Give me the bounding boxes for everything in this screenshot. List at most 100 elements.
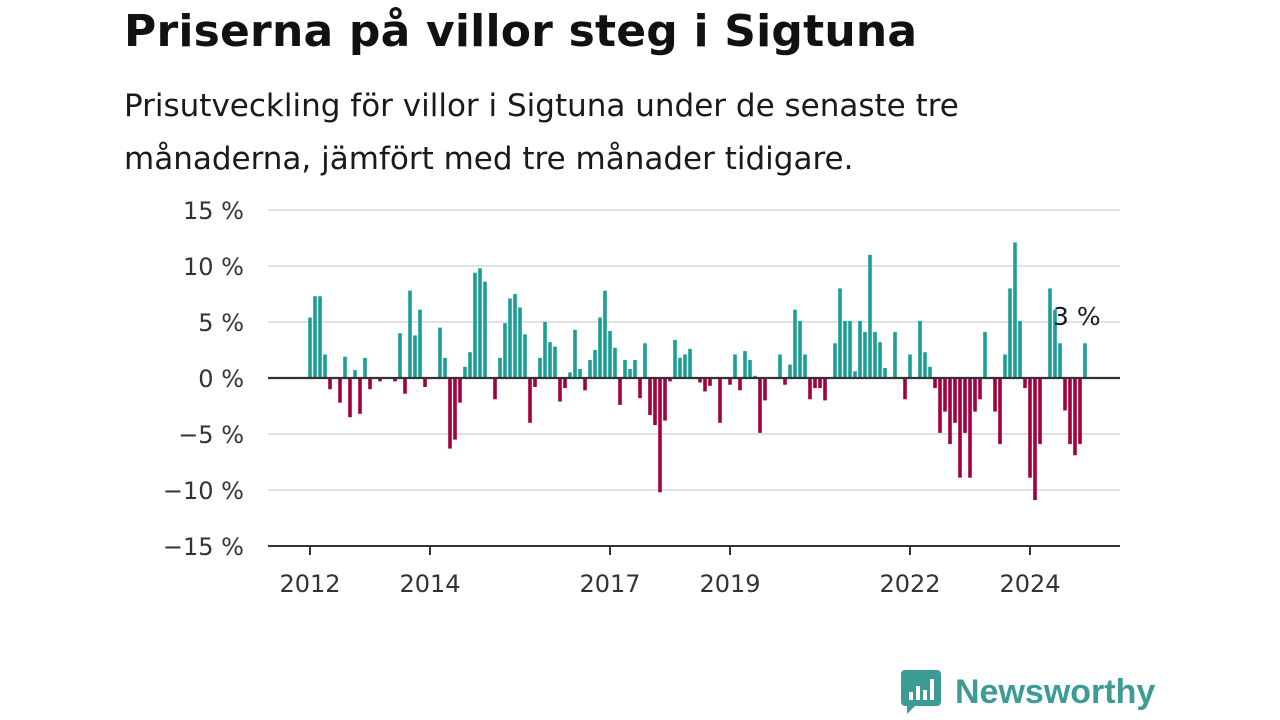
bar bbox=[938, 378, 942, 433]
bar bbox=[778, 354, 782, 378]
bar bbox=[538, 357, 542, 378]
bar bbox=[1003, 354, 1007, 378]
bar bbox=[398, 333, 402, 378]
bar bbox=[653, 378, 657, 426]
bar bbox=[423, 378, 427, 387]
bar bbox=[443, 357, 447, 378]
y-tick-label: 0 % bbox=[198, 365, 244, 393]
bar bbox=[533, 378, 537, 387]
bar bbox=[323, 354, 327, 378]
bar bbox=[903, 378, 907, 400]
bar bbox=[548, 342, 552, 378]
bar bbox=[343, 356, 347, 378]
bar bbox=[413, 335, 417, 378]
bar bbox=[493, 378, 497, 400]
bar bbox=[963, 378, 967, 433]
last-value-label: 3 % bbox=[1053, 302, 1101, 331]
bar bbox=[918, 320, 922, 378]
bar bbox=[568, 372, 572, 378]
bar bbox=[973, 378, 977, 412]
bar bbox=[1033, 378, 1037, 501]
bar bbox=[703, 378, 707, 392]
bar bbox=[418, 309, 422, 378]
chart-title: Priserna på villor steg i Sigtuna bbox=[124, 6, 918, 57]
bar bbox=[953, 378, 957, 423]
bar bbox=[583, 378, 587, 391]
bar bbox=[868, 254, 872, 378]
bar bbox=[958, 378, 962, 478]
bar bbox=[1023, 378, 1027, 389]
bar bbox=[923, 352, 927, 378]
newsworthy-icon bbox=[901, 670, 941, 714]
bar bbox=[863, 332, 867, 378]
bar bbox=[803, 354, 807, 378]
bar bbox=[478, 268, 482, 378]
bar bbox=[893, 332, 897, 378]
bar bbox=[1068, 378, 1072, 445]
bar bbox=[338, 378, 342, 403]
bar bbox=[1013, 242, 1017, 378]
bar bbox=[348, 378, 352, 418]
bar bbox=[948, 378, 952, 445]
bar bbox=[1078, 378, 1082, 445]
y-tick-label: −15 % bbox=[163, 533, 244, 561]
bar bbox=[513, 294, 517, 378]
bar bbox=[618, 378, 622, 405]
bar bbox=[678, 357, 682, 378]
bar bbox=[403, 378, 407, 394]
bar bbox=[1058, 343, 1062, 378]
bar bbox=[818, 378, 822, 389]
bar bbox=[943, 378, 947, 412]
bar bbox=[453, 378, 457, 440]
bar bbox=[628, 369, 632, 378]
bar bbox=[1018, 320, 1022, 378]
y-tick-label: −10 % bbox=[163, 477, 244, 505]
bar bbox=[543, 322, 547, 378]
bar bbox=[438, 327, 442, 378]
bar bbox=[993, 378, 997, 412]
bar bbox=[353, 370, 357, 378]
bar bbox=[368, 378, 372, 390]
bar bbox=[698, 378, 702, 383]
bar bbox=[518, 307, 522, 378]
bar bbox=[378, 378, 382, 382]
bar bbox=[728, 378, 732, 385]
bar bbox=[1083, 343, 1087, 378]
bars bbox=[268, 242, 1120, 501]
bar bbox=[328, 378, 332, 390]
bar bbox=[763, 378, 767, 401]
bar bbox=[1008, 288, 1012, 378]
bar bbox=[558, 378, 562, 402]
bar bbox=[808, 378, 812, 400]
bar bbox=[748, 360, 752, 378]
bar bbox=[1048, 288, 1052, 378]
y-tick-label: −5 % bbox=[178, 421, 244, 449]
bar bbox=[848, 320, 852, 378]
bar bbox=[318, 296, 322, 378]
bar bbox=[858, 320, 862, 378]
bar bbox=[508, 298, 512, 378]
x-tick-label: 2012 bbox=[279, 570, 340, 598]
x-tick-label: 2014 bbox=[399, 570, 460, 598]
bar bbox=[638, 378, 642, 399]
bar bbox=[843, 320, 847, 378]
bar bbox=[1063, 378, 1067, 411]
bar bbox=[673, 339, 677, 378]
bar bbox=[968, 378, 972, 478]
bar bbox=[563, 378, 567, 389]
brand-logo: Newsworthy bbox=[901, 670, 1155, 714]
bar bbox=[793, 309, 797, 378]
chart-subtitle: Prisutveckling för villor i Sigtuna unde… bbox=[124, 88, 959, 177]
bar bbox=[658, 378, 662, 493]
x-tick-label: 2024 bbox=[999, 570, 1060, 598]
y-tick-label: 5 % bbox=[198, 309, 244, 337]
x-axis: 2012 2014 2017 2019 2022 2024 bbox=[268, 545, 1120, 598]
bar bbox=[758, 378, 762, 433]
bar bbox=[838, 288, 842, 378]
bar bbox=[813, 378, 817, 389]
bar bbox=[983, 332, 987, 378]
bar bbox=[683, 354, 687, 378]
bar bbox=[468, 352, 472, 378]
bar bbox=[873, 332, 877, 378]
bar bbox=[663, 378, 667, 421]
